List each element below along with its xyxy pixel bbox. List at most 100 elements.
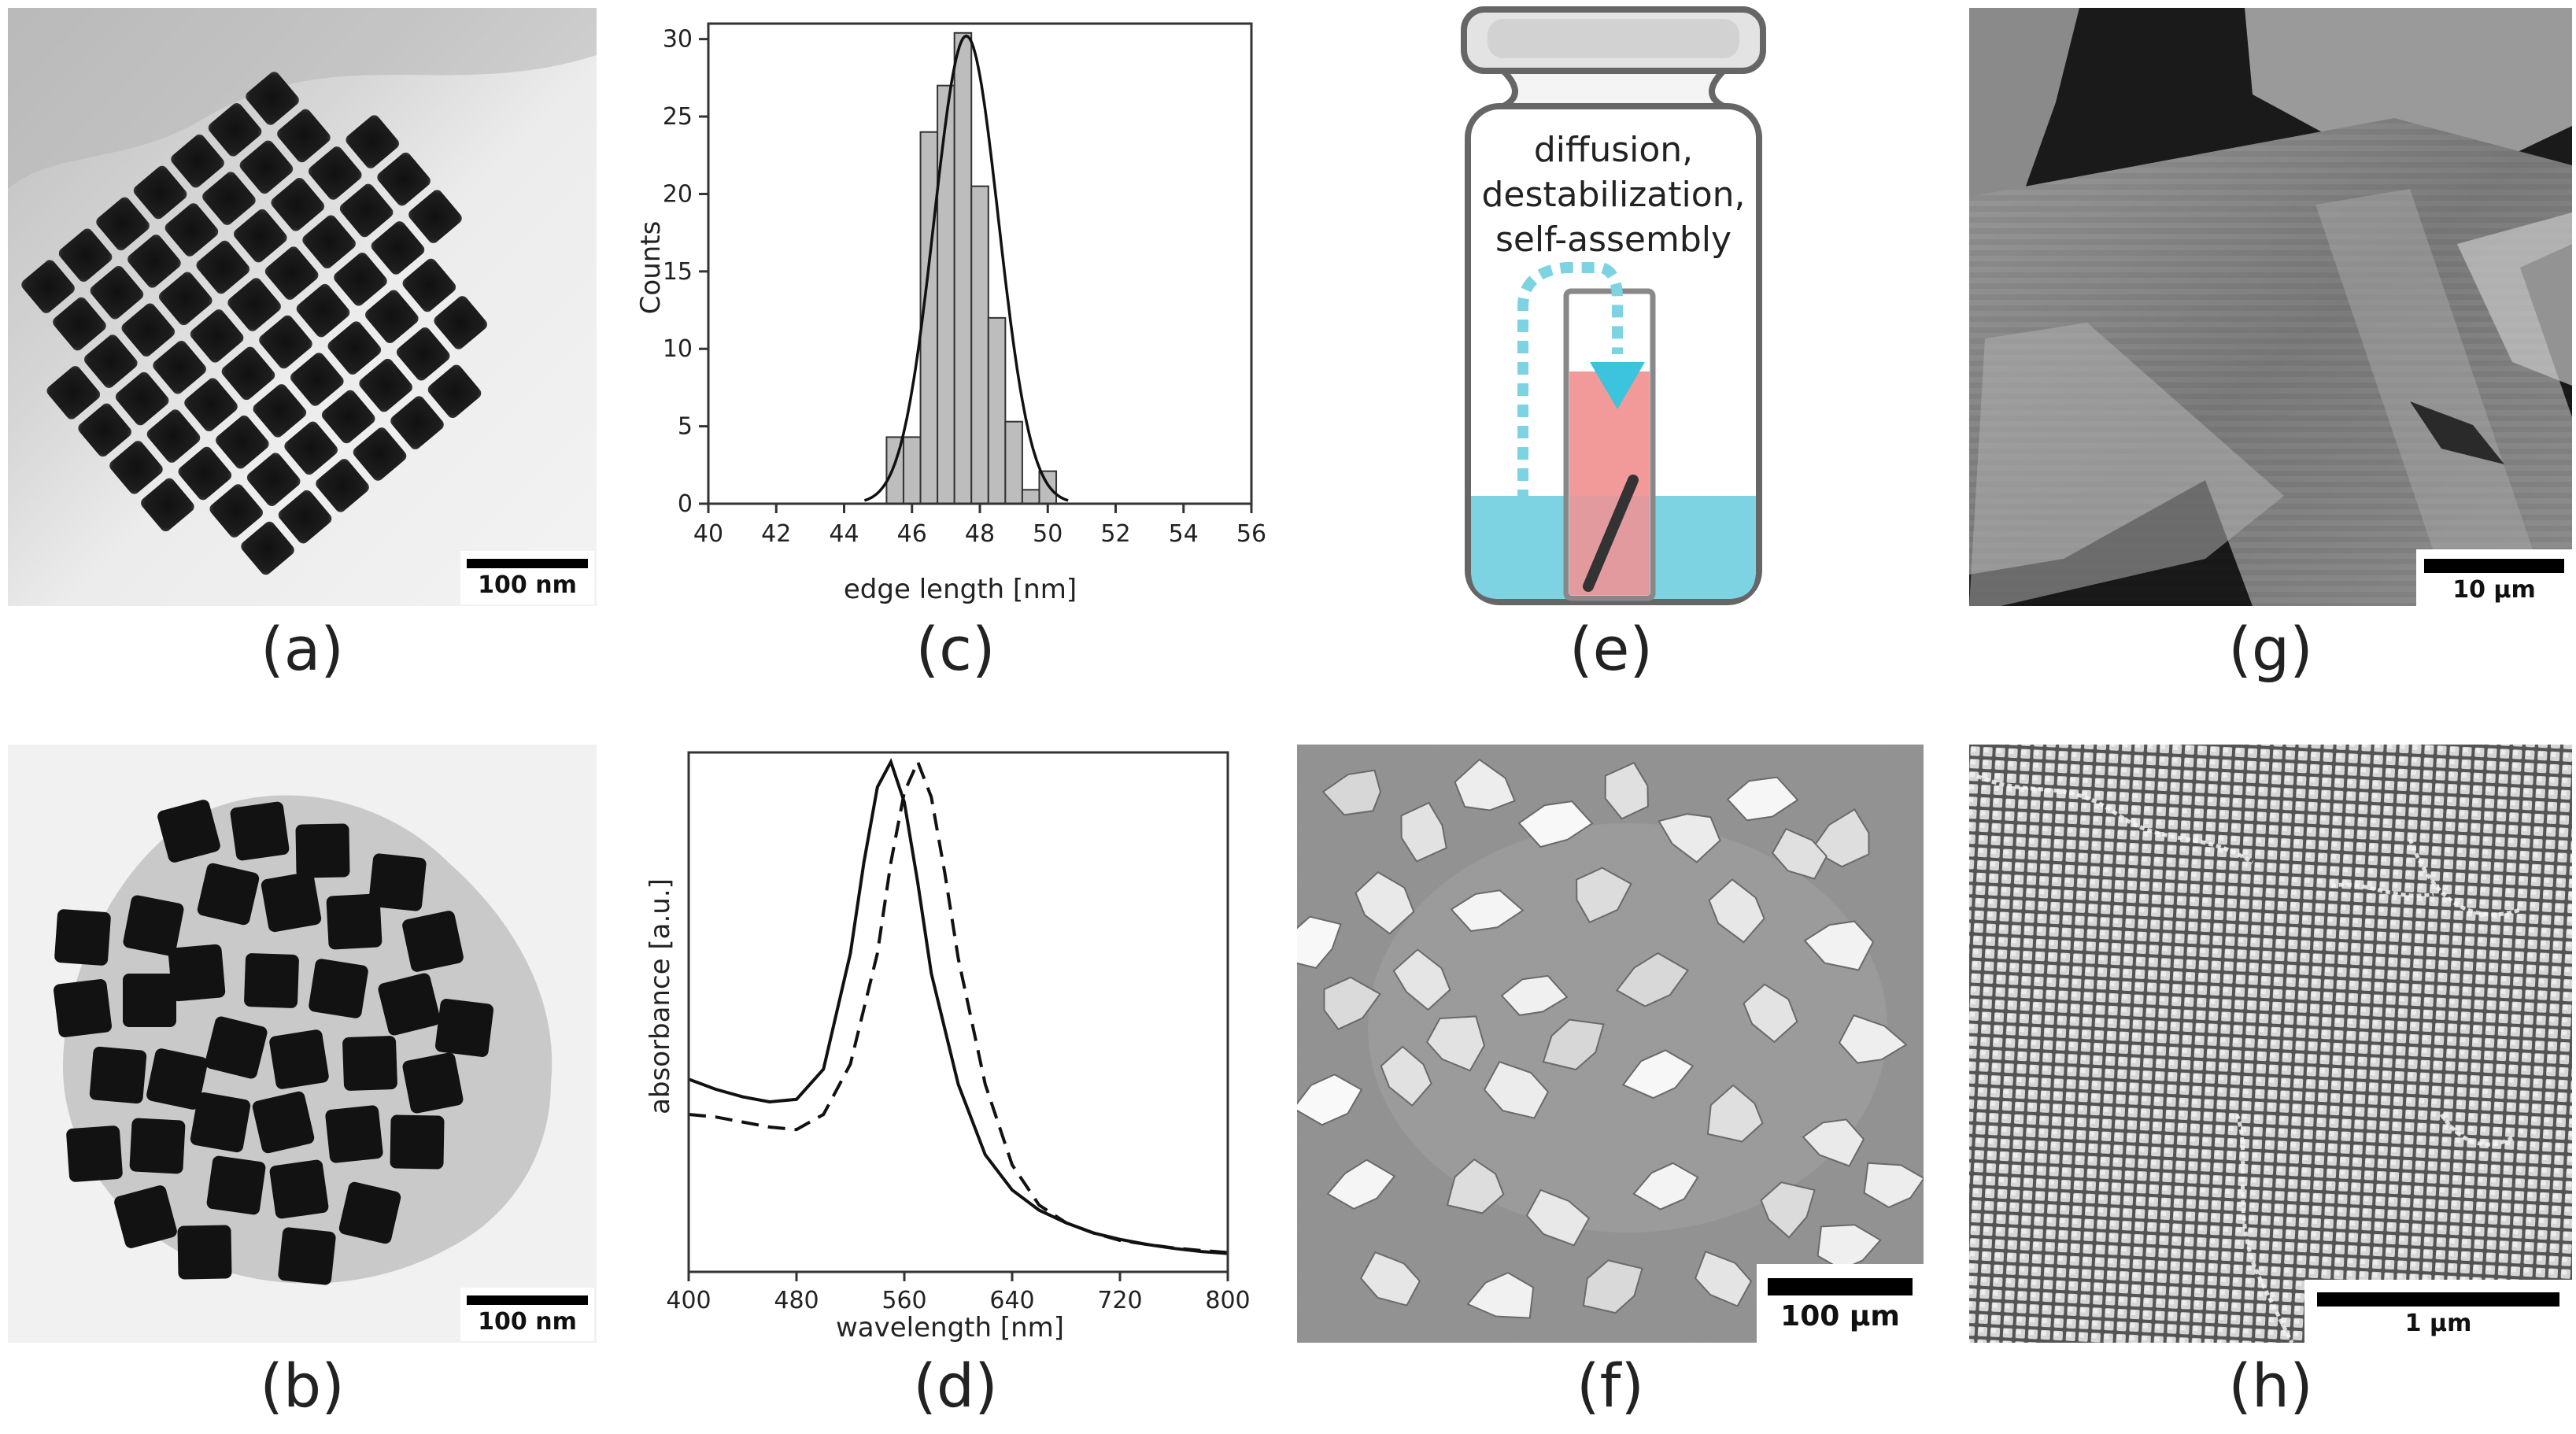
nanocube-a-4 — [171, 134, 224, 188]
caption-g: (g) — [2228, 614, 2313, 684]
spectra-chart: 400 480 560 640 720 800 absorbance [a.u.] wav… — [645, 751, 1251, 1343]
nanocube-b-9 — [402, 911, 464, 972]
histogram-ytick-label-5: 25 — [663, 103, 693, 131]
nanocube-a-18 — [196, 240, 250, 294]
schematic-text-2: destabilization, — [1481, 175, 1745, 215]
nanocube-a-55 — [434, 296, 487, 349]
sem-flake-29 — [1760, 1181, 1816, 1239]
nanocube-a-38 — [334, 253, 387, 306]
histogram-bar-8 — [1021, 489, 1040, 505]
spectra-xlabel: wavelength [nm] — [836, 1312, 1064, 1343]
nanocube-b-31 — [269, 1159, 329, 1219]
histogram-chart: 40 42 44 46 48 50 52 54 56 0 5 10 15 20 25 30 Counts ed… — [635, 22, 1266, 605]
nanocube-b-26 — [252, 1091, 315, 1154]
nanocube-a-51 — [284, 421, 338, 475]
sem-flake-2 — [1454, 758, 1516, 811]
scale-label-f: 100 µm — [1780, 1300, 1900, 1332]
nanocube-a-17 — [159, 272, 213, 326]
caption-d: (d) — [913, 1351, 998, 1421]
nanocube-a-28 — [264, 246, 319, 300]
scale-label-a: 100 nm — [478, 571, 577, 599]
nanocube-b-6 — [326, 893, 383, 950]
histogram-xtick-label-5: 50 — [1033, 520, 1063, 548]
nanocube-b-32 — [177, 1225, 232, 1280]
schematic-text-1: diffusion, — [1534, 130, 1693, 170]
sem-flake-4 — [1604, 761, 1649, 820]
nanocube-a-34 — [184, 378, 238, 431]
nanocube-a-32 — [109, 441, 163, 494]
sem-flake-15 — [1500, 974, 1569, 1016]
spectra-xtick-label-1: 480 — [774, 1287, 819, 1314]
nanocube-b-23 — [66, 1125, 123, 1182]
nanocube-b-3 — [368, 853, 427, 911]
sem-flake-35 — [1542, 1018, 1605, 1071]
scale-label-b: 100 nm — [478, 1308, 577, 1336]
nanocube-a-44 — [253, 384, 307, 438]
histogram-bar-7 — [1004, 420, 1023, 504]
panel-c-histogram: 40 42 44 46 48 50 52 54 56 0 5 10 15 20 25 30 Counts ed… — [622, 16, 1275, 614]
nanocube-a-56 — [241, 521, 294, 575]
histogram-xtick-label-7: 54 — [1169, 520, 1199, 548]
nanocube-a-52 — [321, 390, 375, 444]
sem-flake-36 — [1425, 1015, 1485, 1072]
nanocube-b-18 — [269, 1029, 329, 1089]
spectra-xtick-label-4: 720 — [1097, 1287, 1142, 1314]
sem-image-g — [1969, 8, 2572, 606]
nanocube-b-8 — [123, 895, 184, 956]
sem-flake-17 — [1743, 983, 1798, 1044]
scale-label-h: 1 µm — [2404, 1310, 2472, 1337]
nanocube-a-21 — [308, 146, 362, 200]
spectrum-line-dashed — [688, 757, 1229, 1255]
sem-image-f — [1297, 745, 1924, 1343]
sem-flake-1 — [1400, 801, 1447, 863]
scale-bar-h: 1 µm — [2304, 1280, 2572, 1343]
histogram-xtick-label-2: 44 — [829, 520, 859, 548]
nanocube-a-36 — [259, 315, 312, 369]
histogram-ytick-label-4: 20 — [663, 180, 693, 208]
nanocube-a-42 — [178, 446, 232, 501]
nanocube-a-2 — [96, 197, 150, 251]
scale-bar-g: 10 µm — [2416, 549, 2572, 606]
caption-b: (b) — [260, 1351, 345, 1421]
histogram-ylabel: Counts — [635, 221, 667, 315]
nanocube-a-29 — [302, 215, 356, 269]
spectra-xtick-label-5: 800 — [1205, 1287, 1250, 1314]
spectra-frame — [687, 751, 1229, 1273]
nanocube-a-0 — [21, 260, 75, 313]
nanocube-b-12 — [309, 959, 368, 1018]
nanocube-a-3 — [133, 165, 187, 220]
histogram-ytick-label-2: 10 — [663, 335, 693, 363]
nanocube-b-24 — [129, 1118, 186, 1174]
nanocube-a-10 — [164, 203, 219, 257]
panel-g-sem-image: 10 µm — [1969, 8, 2572, 606]
nanocube-a-8 — [90, 265, 144, 320]
nanocube-b-0 — [157, 800, 220, 863]
panel-b-tem-image: 100 nm — [8, 745, 597, 1343]
histogram-xtick-label-1: 42 — [761, 520, 791, 548]
nanocube-a-1 — [58, 228, 113, 282]
histogram-xlabel: edge length [nm] — [844, 574, 1077, 605]
nanocube-a-20 — [271, 178, 325, 231]
spectra-ylabel: absorbance [a.u.] — [645, 878, 676, 1114]
sem-flake-7 — [1810, 808, 1870, 868]
histogram-xtick-label-3: 46 — [897, 520, 927, 548]
nanocube-a-58 — [316, 459, 369, 512]
nanocube-b-16 — [435, 999, 493, 1057]
sem-flake-23 — [1706, 1084, 1764, 1143]
scale-bar-a: 100 nm — [460, 551, 594, 604]
histogram-ytick-label-3: 15 — [663, 258, 693, 286]
nanocube-b-27 — [325, 1105, 383, 1163]
diffusion-arrow-path — [1517, 262, 1623, 523]
sem-flake-28 — [1632, 1162, 1699, 1210]
sem-flake-14 — [1392, 948, 1451, 1011]
nanocube-a-43 — [216, 415, 269, 469]
sem-flake-16 — [1615, 952, 1689, 1007]
nanocube-a-33 — [146, 409, 201, 463]
histogram-bar-6 — [987, 316, 1007, 504]
histogram-bar-1 — [902, 436, 922, 504]
caption-e: (e) — [1569, 614, 1654, 684]
caption-f: (f) — [1576, 1351, 1645, 1421]
scale-bar-f: 100 µm — [1757, 1264, 1924, 1343]
sem-flake-27 — [1525, 1188, 1591, 1247]
nanocube-a-35 — [221, 346, 275, 401]
